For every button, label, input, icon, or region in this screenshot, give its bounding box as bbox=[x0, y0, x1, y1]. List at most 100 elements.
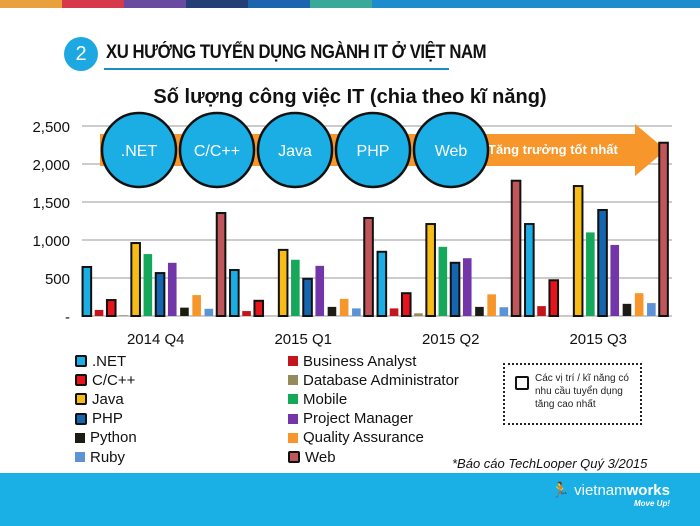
y-tick-label: - bbox=[65, 309, 70, 326]
bar-mobile bbox=[438, 246, 448, 316]
bar-php bbox=[449, 261, 461, 317]
legend-item: Mobile bbox=[288, 390, 347, 408]
bar-quality-assurance bbox=[634, 293, 644, 316]
legend-item: .NET bbox=[75, 352, 126, 370]
legend-label: Java bbox=[92, 390, 124, 408]
bar-web bbox=[658, 141, 669, 317]
legend-label: Business Analyst bbox=[303, 352, 417, 370]
section-title: XU HƯỚNG TUYỂN DỤNG NGÀNH IT Ở VIỆT NAM bbox=[106, 42, 487, 63]
legend-item: Quality Assurance bbox=[288, 429, 424, 447]
y-tick-label: 1,000 bbox=[32, 233, 70, 250]
bar-business-analyst bbox=[537, 306, 546, 316]
skill-bubble-label: Java bbox=[278, 143, 312, 160]
bar-php bbox=[154, 272, 166, 317]
bar--net bbox=[229, 269, 240, 317]
bar-python bbox=[475, 306, 484, 316]
bar-chart: - 500 1,000 1,500 2,000 2,500 Tăng trưởng tốt … bbox=[32, 111, 672, 348]
highlight-note: Các vị trí / kĩ năng có nhu cầu tuyển dụ… bbox=[503, 363, 642, 425]
bar-c-c- bbox=[253, 299, 265, 317]
bar-mobile bbox=[291, 259, 300, 316]
stripe-segment bbox=[372, 0, 700, 8]
legend-swatch-icon bbox=[75, 355, 87, 367]
x-tick-label: 2014 Q4 bbox=[127, 331, 185, 348]
legend-label: Python bbox=[90, 429, 137, 447]
bar-quality-assurance bbox=[487, 294, 496, 316]
legend-item: Business Analyst bbox=[288, 352, 416, 370]
legend-item: Ruby bbox=[75, 448, 125, 466]
bar-web bbox=[363, 216, 374, 318]
bar-php bbox=[302, 277, 313, 318]
x-tick-label: 2015 Q3 bbox=[569, 331, 627, 348]
legend-item: Database Administrator bbox=[288, 371, 459, 389]
bar-business-analyst bbox=[242, 311, 251, 316]
footer-bar: 🏃 vietnamworks Move Up! bbox=[0, 473, 700, 526]
legend-swatch-icon bbox=[75, 412, 87, 425]
bar-project-manager bbox=[610, 244, 620, 316]
y-tick-label: 2,500 bbox=[32, 119, 70, 136]
highlight-swatch-icon bbox=[515, 376, 529, 390]
stripe-segment bbox=[124, 0, 186, 8]
bar-web bbox=[510, 179, 522, 317]
section-number-badge: 2 bbox=[64, 37, 98, 71]
stripe-segment bbox=[248, 0, 310, 8]
bar-database-administrator bbox=[414, 313, 423, 316]
legend-label: Web bbox=[305, 448, 336, 466]
skill-bubble bbox=[100, 111, 178, 189]
skill-bubble bbox=[178, 111, 256, 189]
legend-label: .NET bbox=[92, 352, 127, 370]
title-underline bbox=[104, 68, 449, 70]
legend-swatch-icon bbox=[288, 375, 298, 386]
bar-project-manager bbox=[462, 258, 472, 316]
bar-ruby bbox=[499, 307, 509, 316]
skill-bubble-label: PHP bbox=[357, 143, 390, 160]
bar-python bbox=[180, 307, 189, 316]
bar--net bbox=[524, 223, 535, 317]
x-tick-label: 2015 Q1 bbox=[274, 331, 332, 348]
bar-ruby bbox=[647, 303, 656, 316]
bar-mobile bbox=[586, 232, 595, 316]
legend-swatch-icon bbox=[288, 356, 298, 366]
bar-python bbox=[622, 303, 632, 316]
bar-java bbox=[572, 185, 584, 317]
skill-bubble-label: .NET bbox=[121, 143, 158, 160]
legend-label: Database Administrator bbox=[303, 371, 459, 389]
bar--net bbox=[81, 265, 93, 318]
skill-bubble-label: Web bbox=[435, 143, 468, 160]
bar-database-administrator bbox=[119, 315, 128, 316]
stripe-segment bbox=[310, 0, 372, 8]
bar-business-analyst bbox=[94, 309, 104, 316]
note-text: Các vị trí / kĩ năng có nhu cầu tuyển dụ… bbox=[535, 373, 629, 410]
stripe-segment bbox=[62, 0, 124, 8]
bar-web bbox=[215, 212, 227, 318]
legend-item: PHP bbox=[75, 410, 123, 428]
legend-label: Project Manager bbox=[303, 410, 414, 428]
legend-label: C/C++ bbox=[92, 371, 136, 389]
legend-swatch-icon bbox=[288, 432, 298, 443]
bar-ruby bbox=[352, 308, 361, 316]
bar-business-analyst bbox=[389, 308, 399, 316]
legend-label: Ruby bbox=[90, 448, 126, 466]
legend-label: Quality Assurance bbox=[303, 429, 424, 447]
vietnamworks-logo[interactable]: 🏃 vietnamworks Move Up! bbox=[551, 482, 670, 508]
legend-swatch-icon bbox=[288, 394, 298, 405]
legend-swatch-icon bbox=[75, 452, 85, 462]
bar-c-c- bbox=[105, 299, 117, 318]
legend-item: C/C++ bbox=[75, 371, 135, 389]
bar-java bbox=[277, 248, 289, 318]
skill-bubble-label: C/C++ bbox=[194, 143, 240, 160]
chart-title: Số lượng công việc IT (chia theo kĩ năng… bbox=[153, 86, 547, 108]
stripe-segment bbox=[186, 0, 248, 8]
bar-quality-assurance bbox=[339, 298, 349, 316]
bar-project-manager bbox=[315, 265, 325, 316]
legend-item: Project Manager bbox=[288, 410, 413, 428]
bar-project-manager bbox=[167, 262, 177, 316]
y-tick-label: 1,500 bbox=[32, 195, 70, 212]
legend-swatch-icon bbox=[75, 432, 85, 443]
x-tick-label: 2015 Q2 bbox=[422, 331, 480, 348]
bar-c-c- bbox=[400, 292, 412, 318]
skill-bubble bbox=[412, 111, 490, 189]
bar--net bbox=[376, 250, 388, 317]
bar-c-c- bbox=[548, 279, 560, 317]
legend-item: Java bbox=[75, 390, 124, 408]
bar-quality-assurance bbox=[192, 295, 201, 316]
